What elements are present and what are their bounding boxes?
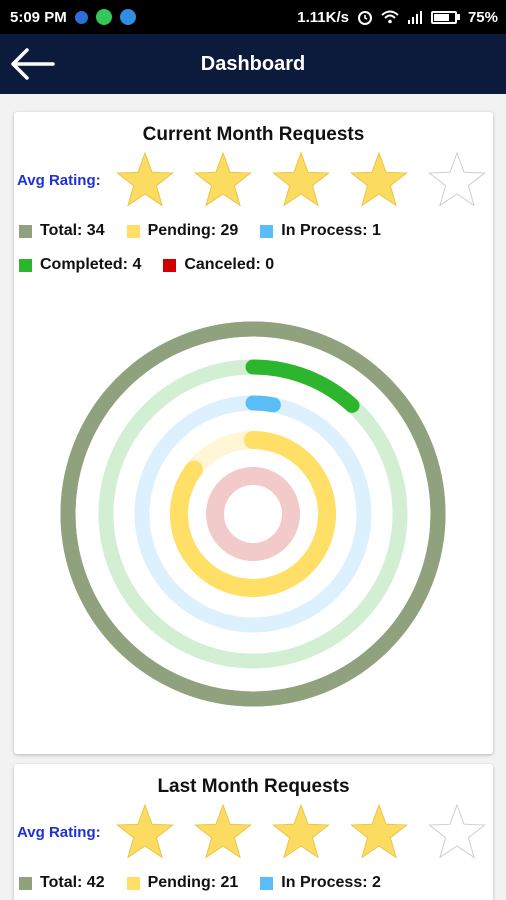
status-left: 5:09 PM — [10, 9, 136, 26]
star-empty-icon — [428, 151, 486, 207]
current-star-rating — [115, 151, 487, 209]
current-rating-row: Avg Rating: — [14, 151, 493, 209]
battery-icon — [430, 10, 460, 24]
star-empty-icon — [428, 803, 486, 859]
avg-rating-label: Avg Rating: — [17, 171, 101, 189]
star-filled-icon — [194, 803, 252, 859]
swatch-total-last — [19, 876, 32, 890]
swatch-completed — [19, 258, 32, 272]
legend-pending-last: Pending: 21 — [126, 866, 239, 900]
last-month-card: Last Month Requests Avg Rating: Total: 4… — [14, 764, 493, 900]
current-legend: Total: 34 Pending: 29 In Process: 1 Comp… — [14, 208, 493, 282]
legend-completed-label: Completed: 4 — [40, 256, 142, 273]
ring-bar-pending — [170, 431, 336, 597]
star-filled-icon — [116, 803, 174, 859]
page-title: Dashboard — [200, 53, 306, 75]
star-filled-icon — [350, 803, 408, 859]
last-month-title: Last Month Requests — [157, 776, 350, 797]
wifi-icon — [381, 10, 399, 24]
status-bar: 5:09 PM 1.11K/s 75% — [0, 0, 506, 34]
ring-bar-total — [60, 321, 446, 707]
ring-bar-completed — [245, 359, 360, 413]
star-filled-icon — [116, 151, 174, 207]
radial-chart-svg — [60, 321, 446, 707]
legend-pending-last-label: Pending: 21 — [147, 874, 239, 891]
whatsapp-icon — [95, 9, 112, 25]
last-star-rating — [115, 803, 487, 861]
current-month-card: Current Month Requests Avg Rating: Total… — [14, 112, 493, 754]
star-filled-icon — [272, 151, 330, 207]
star-filled-icon — [350, 151, 408, 207]
star-filled-icon — [272, 803, 330, 859]
last-rating-row: Avg Rating: — [14, 803, 493, 861]
swatch-in-process — [260, 224, 274, 238]
legend-completed: Completed: 4 — [19, 248, 141, 282]
legend-canceled-label: Canceled: 0 — [184, 256, 275, 273]
star-filled-icon — [194, 151, 252, 207]
swatch-in-process-last — [260, 876, 274, 890]
radial-chart — [14, 312, 493, 752]
alarm-icon — [357, 11, 372, 25]
status-right: 1.11K/s 75% — [297, 9, 498, 26]
swatch-canceled — [163, 258, 177, 272]
network-speed: 1.11K/s — [297, 8, 349, 26]
last-legend: Total: 42 Pending: 21 In Process: 2 — [14, 860, 493, 900]
legend-total-last-label: Total: 42 — [40, 874, 105, 891]
legend-in-process-last: In Process: 2 — [260, 866, 381, 900]
swatch-total — [19, 224, 32, 238]
legend-total-label: Total: 34 — [40, 222, 105, 239]
avg-rating-label-last: Avg Rating: — [17, 823, 101, 841]
back-button[interactable] — [8, 44, 56, 84]
swatch-pending-last — [126, 876, 140, 890]
arrow-left-icon — [11, 48, 55, 80]
legend-pending-label: Pending: 29 — [147, 222, 239, 239]
status-time: 5:09 PM — [10, 8, 67, 26]
ring-bar-in-process — [245, 395, 281, 413]
signal-icon — [407, 11, 422, 24]
swatch-pending — [126, 224, 140, 238]
app-icon — [119, 9, 136, 25]
legend-in-process-last-label: In Process: 2 — [281, 874, 381, 891]
legend-pending: Pending: 29 — [126, 214, 239, 248]
legend-total: Total: 34 — [19, 214, 105, 248]
battery-percent: 75% — [467, 8, 498, 26]
legend-total-last: Total: 42 — [19, 866, 105, 900]
notification-icon — [74, 10, 88, 24]
legend-canceled: Canceled: 0 — [163, 248, 274, 282]
legend-in-process-label: In Process: 1 — [281, 222, 381, 239]
ring-track-canceled — [206, 467, 300, 561]
current-month-title: Current Month Requests — [142, 124, 365, 145]
legend-in-process: In Process: 1 — [260, 214, 381, 248]
app-bar: Dashboard — [0, 34, 506, 94]
